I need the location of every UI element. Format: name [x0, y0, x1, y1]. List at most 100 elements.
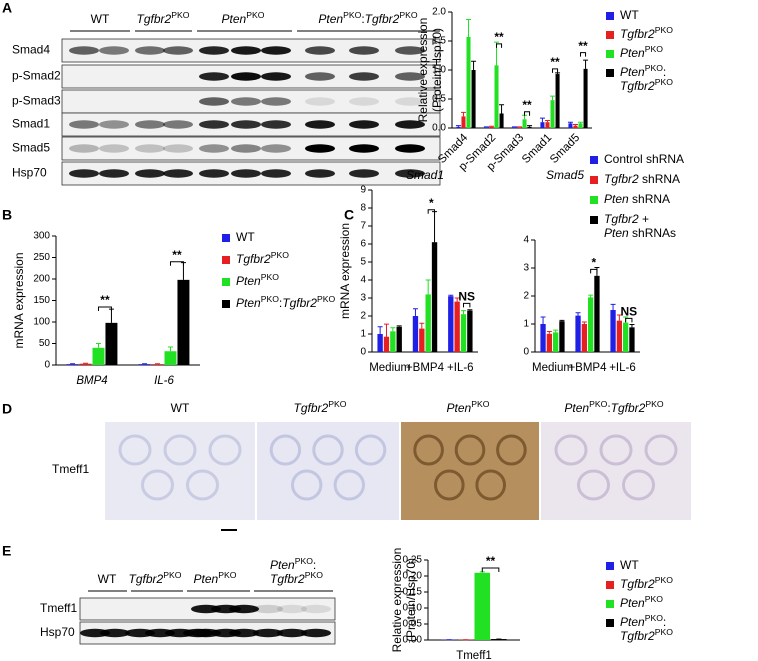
band: [395, 97, 425, 106]
group-label: WT: [171, 401, 190, 415]
band: [135, 144, 165, 153]
text-line: PtenPKO: [236, 272, 279, 288]
error-bar: [390, 327, 396, 332]
error-bar: [581, 321, 587, 324]
text-part: PKO: [645, 44, 664, 54]
significance-bracket: [97, 306, 112, 311]
text-line: PtenPKO: [620, 594, 663, 610]
text-part: Tgfbr2: [604, 212, 639, 226]
band: [305, 72, 335, 81]
text-part: PKO: [343, 10, 362, 20]
bar: [466, 36, 471, 128]
band: [99, 144, 129, 153]
text-part: Pten: [236, 296, 261, 310]
blot-strip: [61, 136, 441, 161]
legend-swatch: [606, 619, 614, 627]
band: [199, 144, 229, 153]
error-bar: [544, 119, 550, 123]
text-part: Tgfbr2: [620, 27, 655, 41]
legend-swatch: [222, 300, 230, 308]
tissue-fold: [141, 469, 174, 501]
row-label: Tmeff1: [52, 462, 89, 476]
text-part: Pten: [604, 226, 629, 240]
bar: [559, 321, 565, 352]
y-tick-label: 8: [360, 203, 366, 214]
text-part: Tgfbr2: [137, 12, 172, 26]
y-tick-label: 1: [360, 329, 366, 340]
y-tick-label: 300: [33, 231, 50, 242]
text-part: PKO: [645, 63, 664, 73]
bar: [448, 296, 454, 352]
legend-swatch: [606, 31, 614, 39]
band: [395, 72, 425, 81]
band: [301, 604, 331, 614]
significance-bracket: [580, 52, 587, 57]
text-part: Tgfbr2: [611, 401, 646, 415]
text-part: Tgfbr2: [620, 629, 655, 643]
error-bar: [610, 303, 616, 310]
group-label: PtenPKO: [447, 399, 490, 415]
error-bar: [425, 279, 431, 295]
text-part: Tgfbr2: [236, 252, 271, 266]
y-tick-label: 4: [523, 235, 529, 246]
text-part: :: [663, 65, 666, 79]
significance-bracket: [590, 268, 598, 274]
band: [69, 169, 99, 178]
legend-label: Tgfbr2 + Pten shRNAs: [604, 212, 676, 240]
text-part: PKO: [218, 570, 237, 580]
error-bar: [377, 326, 383, 334]
x-tick-label: Medium: [369, 362, 410, 374]
bar: [474, 572, 491, 640]
band: [395, 144, 425, 153]
x-tick-label: Smad5: [548, 132, 582, 166]
error-bar: [572, 124, 578, 126]
bar: [419, 328, 425, 352]
text-part: :: [279, 296, 282, 310]
band: [199, 169, 229, 178]
significance-label: NS: [458, 290, 475, 304]
tissue-fold: [475, 469, 507, 501]
band: [199, 97, 229, 106]
bar: [583, 68, 588, 128]
legend-label: Tgfbr2PKO: [236, 250, 289, 266]
error-bar: [95, 343, 101, 348]
y-axis-label: Relative expression: [416, 18, 430, 123]
tissue-fold: [413, 434, 444, 466]
legend-label: PtenPKO:Tgfbr2PKO: [620, 613, 673, 643]
y-tick-label: 2.0: [432, 7, 446, 18]
row-label: Smad5: [12, 141, 50, 155]
legend-swatch: [590, 216, 598, 224]
error-bar: [488, 125, 494, 127]
band: [349, 46, 379, 55]
text-part: WT: [236, 230, 255, 244]
text-line: WT: [620, 558, 639, 572]
significance-label: *: [429, 196, 434, 210]
error-bar: [419, 322, 425, 329]
panel-label: A: [2, 0, 12, 16]
error-bar: [616, 314, 622, 321]
band: [395, 169, 425, 178]
band: [253, 628, 283, 638]
bar: [489, 126, 494, 128]
x-tick-label: IL-6: [154, 375, 174, 387]
row-label: Smad4: [12, 43, 50, 57]
error-bar: [583, 59, 589, 69]
bar: [610, 310, 616, 352]
tissue-fold: [208, 434, 242, 466]
band: [163, 169, 193, 178]
text-part: Tgfbr2: [270, 572, 305, 586]
text-line: WT: [91, 12, 110, 26]
error-bar: [432, 211, 438, 243]
y-tick-label: 0.15: [403, 587, 423, 598]
tissue-fold: [186, 469, 219, 501]
band: [301, 628, 331, 638]
panel-label: E: [2, 543, 11, 559]
band: [69, 120, 99, 129]
bar: [396, 326, 402, 352]
text-line: PtenPKO: [222, 10, 265, 26]
bar: [467, 310, 473, 352]
error-bar: [546, 331, 552, 334]
bar: [425, 294, 431, 352]
bar: [92, 347, 105, 365]
bar: [546, 333, 552, 352]
